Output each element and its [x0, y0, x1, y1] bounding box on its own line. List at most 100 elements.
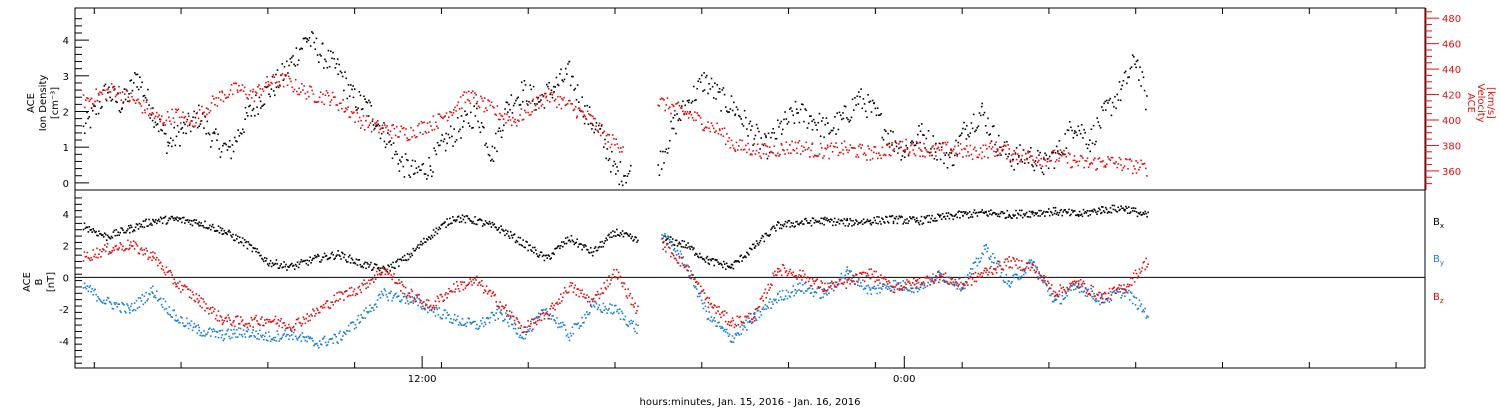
velocity-point: [614, 144, 616, 146]
density-point: [328, 65, 331, 68]
bx-point: [155, 219, 157, 221]
by-point: [1129, 299, 1131, 301]
density-point: [836, 112, 838, 114]
density-point: [368, 99, 370, 102]
by-point: [320, 343, 323, 346]
by-point: [727, 335, 730, 337]
bx-point: [502, 229, 504, 232]
bx-point: [707, 258, 710, 261]
by-point: [327, 341, 330, 343]
density-point: [1063, 153, 1065, 156]
bx-point: [1041, 213, 1043, 215]
by-point: [145, 291, 147, 294]
bx-point: [90, 228, 92, 231]
bx-point: [798, 223, 800, 226]
bx-point: [586, 248, 588, 251]
velocity-point: [946, 141, 949, 144]
bx-point: [761, 234, 764, 237]
velocity-point: [1069, 153, 1071, 156]
bz-point: [603, 282, 605, 284]
bz-point: [345, 290, 347, 292]
bz-point: [379, 274, 382, 276]
density-point: [720, 110, 722, 112]
bx-point: [608, 233, 610, 236]
bz-point: [538, 319, 541, 321]
bx-point: [701, 258, 704, 260]
bx-point: [438, 226, 441, 229]
by-point: [1041, 275, 1043, 278]
bx-point: [1114, 209, 1117, 211]
by-point: [173, 309, 175, 311]
density-point: [414, 172, 416, 175]
bx-point: [1119, 208, 1121, 211]
by-point: [969, 268, 972, 270]
velocity-point: [827, 146, 829, 149]
bx-point: [670, 236, 672, 238]
density-point: [803, 120, 805, 123]
velocity-point: [174, 108, 177, 111]
bz-point: [622, 282, 625, 284]
velocity-point: [459, 96, 462, 98]
by-point: [768, 301, 770, 304]
bz-point: [103, 244, 106, 246]
bx-point: [329, 256, 332, 259]
by-point: [378, 293, 381, 296]
bx-point: [422, 242, 424, 245]
bx-point: [822, 217, 824, 220]
density-point: [1020, 158, 1022, 161]
density-point: [863, 103, 866, 105]
density-point: [261, 105, 263, 107]
velocity-point: [475, 94, 477, 96]
density-point: [344, 71, 346, 73]
bx-point: [1012, 214, 1014, 216]
bz-point: [91, 259, 93, 261]
density-point: [966, 124, 968, 127]
by-point: [410, 301, 413, 303]
bx-point: [556, 247, 558, 249]
by-point: [152, 292, 154, 294]
velocity-point: [843, 140, 846, 143]
bx-point: [714, 258, 716, 261]
velocity-point: [495, 114, 497, 116]
velocity-point: [534, 104, 537, 107]
bx-point: [377, 266, 380, 269]
bz-point: [768, 289, 770, 291]
by-point: [850, 270, 852, 272]
by-point: [400, 300, 402, 303]
bz-point: [243, 325, 246, 327]
density-point: [783, 118, 785, 121]
velocity-point: [126, 90, 128, 92]
bz-point: [458, 290, 461, 293]
density-point: [751, 125, 753, 127]
by-point: [240, 334, 243, 336]
bx-point: [689, 248, 691, 250]
velocity-point: [966, 145, 968, 147]
by-point: [370, 310, 372, 313]
bx-point: [629, 233, 632, 235]
density-point: [659, 150, 662, 153]
velocity-point: [569, 99, 571, 102]
bz-point: [564, 290, 567, 292]
by-point: [236, 329, 238, 331]
density-point: [314, 48, 317, 50]
bx-point: [748, 253, 750, 256]
by-point: [613, 311, 615, 314]
bx-point: [519, 237, 522, 239]
velocity-point: [451, 114, 454, 116]
by-point: [756, 310, 759, 312]
density-point: [899, 140, 901, 143]
density-point: [187, 112, 190, 115]
density-point: [665, 148, 668, 150]
bx-point: [564, 237, 567, 239]
density-point: [476, 107, 478, 110]
bx-point: [922, 222, 925, 224]
bz-point: [312, 308, 314, 311]
bz-point: [242, 324, 245, 326]
bz-point: [261, 316, 263, 318]
velocity-point: [1094, 157, 1096, 160]
by-point: [465, 325, 468, 328]
density-point: [994, 143, 996, 146]
bx-point: [805, 220, 808, 222]
